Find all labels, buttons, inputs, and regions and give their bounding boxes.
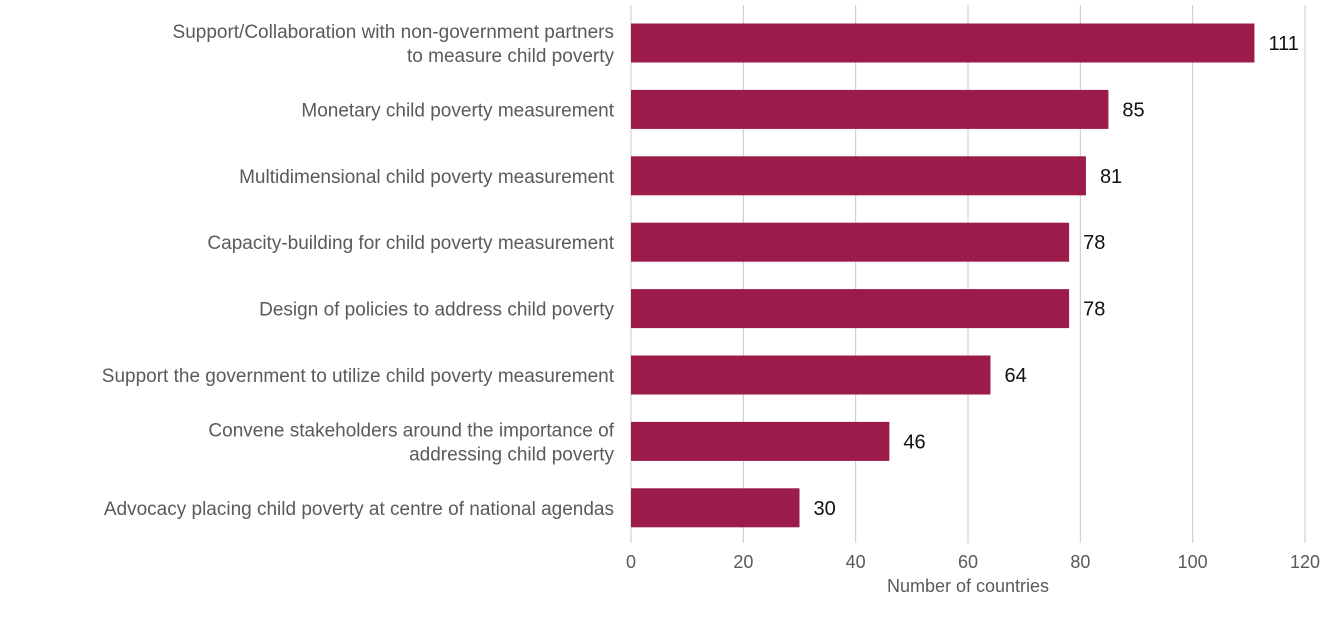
category-label-2: Multidimensional child poverty measureme… [239,167,615,188]
bar-7 [631,488,800,528]
data-label-4: 78 [1083,299,1105,321]
bar-3 [631,222,1070,262]
bar-6 [631,421,890,461]
category-label-3: Capacity-building for child poverty meas… [207,233,614,254]
bar-0 [631,23,1255,63]
x-tick-label-20: 20 [733,552,753,572]
category-label-7: Advocacy placing child poverty at centre… [104,499,614,520]
category-label-0: Support/Collaboration with non-governmen… [173,22,615,67]
x-tick-label-40: 40 [846,552,866,572]
x-axis-ticks: 0 20 40 60 80 100 120 [626,552,1320,572]
category-labels: Support/Collaboration with non-governmen… [102,22,615,520]
category-label-4: Design of policies to address child pove… [259,300,614,321]
category-label-6: Convene stakeholders around the importan… [208,420,614,465]
bar-4 [631,289,1070,329]
x-tick-label-60: 60 [958,552,978,572]
data-label-2: 81 [1100,166,1122,188]
gridlines [630,5,1306,543]
data-label-1: 85 [1122,99,1144,121]
bar-2 [631,156,1086,196]
bar-1 [631,89,1109,129]
data-label-7: 30 [814,498,836,520]
x-tick-label-80: 80 [1070,552,1090,572]
x-tick-label-0: 0 [626,552,636,572]
data-labels: 111 85 81 78 78 64 46 30 [814,33,1299,520]
x-tick-label-120: 120 [1290,552,1320,572]
data-label-5: 64 [1004,365,1026,387]
bar-5 [631,355,991,395]
x-tick-label-100: 100 [1178,552,1208,572]
data-label-0: 111 [1268,33,1298,55]
category-label-5: Support the government to utilize child … [102,366,615,387]
data-label-3: 78 [1083,232,1105,254]
data-label-6: 46 [903,431,925,453]
category-label-1: Monetary child poverty measurement [301,100,614,121]
x-axis-title: Number of countries [887,576,1049,596]
bars [631,23,1255,528]
